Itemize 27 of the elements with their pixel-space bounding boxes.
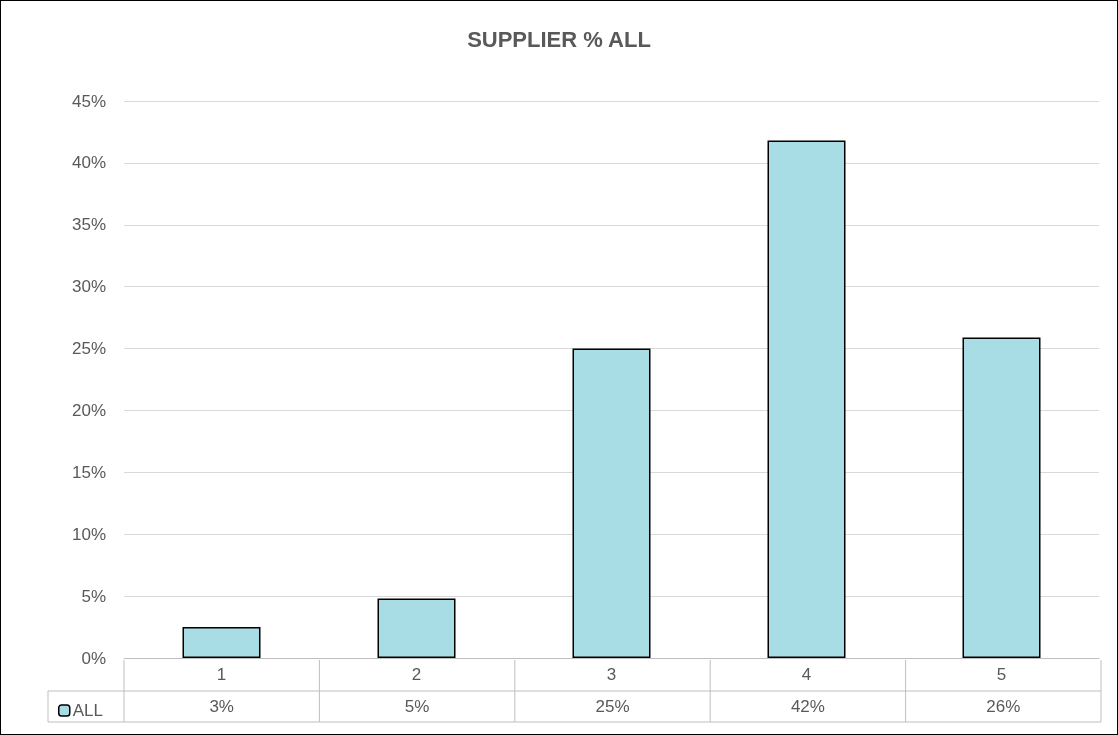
x-tick-label: 4 <box>801 665 812 684</box>
y-tick-label: 40% <box>71 153 106 173</box>
y-tick-label: 0% <box>81 648 106 668</box>
y-tick-label: 25% <box>71 339 106 359</box>
bar <box>572 348 651 658</box>
x-tick-label: 2 <box>411 665 422 684</box>
bar <box>962 337 1041 658</box>
y-tick-label: 15% <box>71 462 106 482</box>
y-tick-label: 35% <box>71 215 106 235</box>
bar <box>767 140 846 658</box>
x-tick-label: 3 <box>606 665 617 684</box>
y-tick-label: 10% <box>71 524 106 544</box>
bar <box>377 598 456 658</box>
y-tick-label: 30% <box>71 277 106 297</box>
bar <box>182 627 261 658</box>
x-tick-label: 1 <box>216 665 227 684</box>
data-label: 42% <box>790 696 825 716</box>
data-label: 5% <box>404 696 430 716</box>
y-tick-label: 5% <box>81 586 106 606</box>
x-tick-label: 5 <box>996 665 1007 684</box>
legend-label: ALL <box>72 701 103 720</box>
chart-title: SUPPLIER % ALL <box>467 26 651 52</box>
y-tick-label: 20% <box>71 400 106 420</box>
data-label: 3% <box>209 696 234 716</box>
data-label: 26% <box>986 696 1021 716</box>
data-label: 25% <box>595 696 630 716</box>
y-tick-label: 45% <box>71 91 106 111</box>
